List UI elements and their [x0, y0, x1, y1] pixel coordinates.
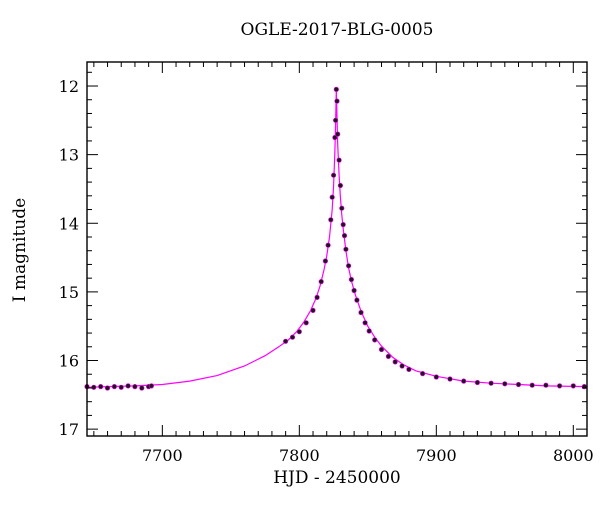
- data-point: [328, 217, 334, 223]
- data-point: [362, 320, 368, 326]
- data-point: [556, 383, 563, 389]
- chart-title: OGLE-2017-BLG-0005: [240, 20, 434, 40]
- x-tick-label: 7800: [279, 446, 320, 465]
- data-point: [488, 380, 494, 386]
- data-point: [447, 376, 453, 382]
- data-point: [358, 309, 364, 316]
- data-point: [314, 294, 320, 301]
- data-point: [341, 233, 348, 239]
- x-tick-label: 8000: [553, 446, 594, 465]
- data-point: [343, 246, 349, 252]
- data-point: [118, 384, 124, 390]
- data-point: [372, 337, 378, 343]
- data-point: [283, 338, 289, 344]
- x-tick-label: 7700: [142, 446, 183, 465]
- data-point: [329, 194, 335, 200]
- data-point: [289, 334, 296, 340]
- data-point: [406, 366, 412, 373]
- data-point: [296, 329, 302, 335]
- y-tick-label: 15: [59, 283, 79, 302]
- x-tick-label: 7900: [416, 446, 457, 465]
- x-axis-label: HJD - 2450000: [273, 468, 401, 488]
- data-point: [399, 363, 405, 369]
- data-point: [111, 384, 117, 390]
- data-point: [322, 258, 329, 264]
- y-tick-label: 14: [59, 214, 79, 233]
- data-point: [385, 353, 392, 360]
- data-point: [392, 359, 398, 365]
- data-point: [570, 383, 576, 389]
- data-point: [310, 307, 316, 314]
- data-point: [339, 205, 345, 211]
- data-point: [337, 182, 344, 189]
- y-tick-label: 13: [59, 146, 79, 165]
- data-point: [348, 276, 355, 283]
- data-point: [139, 385, 145, 391]
- data-point: [333, 117, 339, 123]
- data-point: [91, 384, 97, 390]
- data-point: [148, 383, 154, 389]
- data-point: [351, 287, 357, 294]
- data-point: [318, 279, 324, 285]
- data-point: [325, 242, 331, 248]
- plot-frame: [86, 61, 588, 437]
- data-point: [433, 374, 439, 380]
- data-point: [335, 131, 341, 137]
- data-point: [543, 382, 549, 388]
- data-point: [529, 382, 535, 388]
- axis-ticks-layer: 7700 7800 7900 8000 12 13 14 15 16 17: [59, 62, 594, 465]
- data-point: [104, 385, 111, 391]
- data-point: [333, 86, 339, 92]
- data-point: [332, 134, 338, 141]
- data-point: [334, 98, 340, 104]
- data-point: [336, 157, 342, 163]
- y-tick-label: 17: [59, 420, 79, 439]
- data-point: [354, 297, 360, 303]
- data-point: [502, 381, 508, 387]
- y-axis-label: I magnitude: [10, 197, 30, 303]
- data-point: [366, 328, 372, 334]
- data-point: [340, 222, 346, 228]
- data-point: [378, 346, 385, 353]
- y-tick-label: 12: [59, 77, 79, 96]
- data-point: [474, 379, 481, 386]
- data-point: [346, 263, 352, 269]
- data-points-layer: [84, 86, 587, 391]
- data-point: [125, 383, 131, 389]
- data-point: [420, 371, 426, 377]
- data-point: [461, 378, 467, 384]
- data-point: [331, 172, 337, 178]
- data-point: [515, 381, 522, 388]
- data-point: [132, 384, 138, 390]
- data-point: [98, 384, 104, 390]
- y-tick-label: 16: [59, 352, 79, 371]
- data-point: [303, 320, 309, 326]
